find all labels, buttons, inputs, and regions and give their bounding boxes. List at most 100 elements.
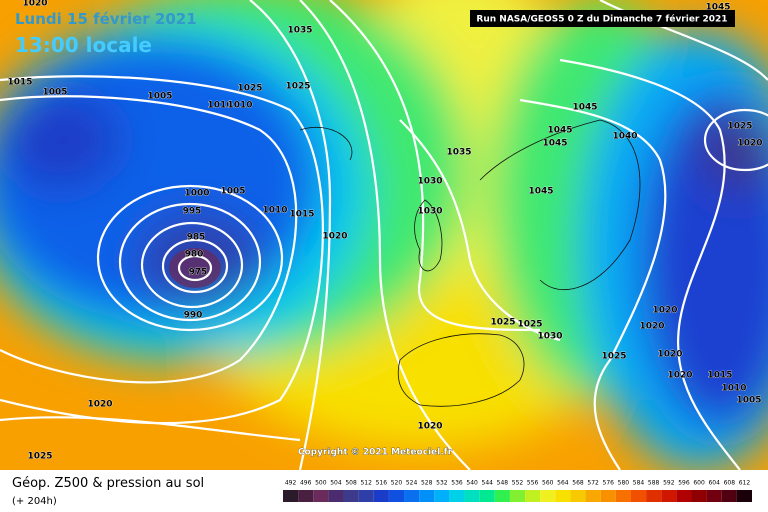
legend-swatch xyxy=(464,490,480,502)
legend-swatch xyxy=(736,490,752,502)
isobar-label: 1045 xyxy=(542,139,567,149)
legend-swatch xyxy=(525,490,541,502)
legend-swatch xyxy=(343,490,359,502)
legend-swatch xyxy=(449,490,465,502)
legend-swatch xyxy=(373,490,389,502)
isobar-label: 995 xyxy=(183,207,202,217)
legend-label: 496 xyxy=(300,480,312,487)
isobar-label: 1035 xyxy=(287,26,312,36)
legend-swatch xyxy=(706,490,722,502)
legend-swatch xyxy=(570,490,586,502)
isobar-label: 1015 xyxy=(707,371,732,381)
run-box xyxy=(470,10,735,27)
isobar-label: 1000 xyxy=(184,189,209,199)
legend-label: 552 xyxy=(512,480,524,487)
forecast-time: 13:00 locale xyxy=(15,33,152,57)
isobar-label: 1025 xyxy=(601,352,626,362)
legend-swatch xyxy=(585,490,601,502)
legend-swatch xyxy=(494,490,510,502)
legend-swatch xyxy=(313,490,329,502)
isobar-label: 1020 xyxy=(737,139,762,149)
copyright: Copyright © 2021 Meteociel.fr xyxy=(298,448,453,458)
legend-label: 508 xyxy=(345,480,357,487)
isobars xyxy=(0,0,768,470)
legend-label: 604 xyxy=(708,480,720,487)
isobar-label: 1020 xyxy=(652,306,677,316)
legend-label: 580 xyxy=(618,480,630,487)
run-info: Run NASA/GEOS5 0 Z du Dimanche 7 février… xyxy=(476,14,727,25)
legend-label: 564 xyxy=(557,480,569,487)
legend-swatch xyxy=(419,490,435,502)
legend-label: 596 xyxy=(678,480,690,487)
isobar-label: 1025 xyxy=(517,320,542,330)
isobar-label: 1040 xyxy=(612,132,637,142)
legend-label: 512 xyxy=(360,480,372,487)
isobar-label: 975 xyxy=(189,268,208,278)
legend-label: 584 xyxy=(633,480,645,487)
isobar-label: 1025 xyxy=(727,122,752,132)
forecast-date: Lundi 15 février 2021 xyxy=(15,10,197,28)
legend-label: 536 xyxy=(451,480,463,487)
legend-swatch xyxy=(721,490,737,502)
legend-label: 556 xyxy=(527,480,539,487)
isobar-label: 1025 xyxy=(285,82,310,92)
isobar-label: 980 xyxy=(185,250,204,260)
legend-swatch xyxy=(404,490,420,502)
isobar-label: 985 xyxy=(187,233,206,243)
legend-swatch xyxy=(328,490,344,502)
isobar-label: 1025 xyxy=(237,84,262,94)
isobar-label: 1025 xyxy=(490,318,515,328)
isobar-label: 1020 xyxy=(639,322,664,332)
legend-label: 532 xyxy=(436,480,448,487)
legend-swatch xyxy=(298,490,314,502)
isobar-label: 1030 xyxy=(417,177,442,187)
legend-label: 576 xyxy=(603,480,615,487)
isobar-label: 1020 xyxy=(87,400,112,410)
legend-label: 568 xyxy=(572,480,584,487)
legend-swatch xyxy=(479,490,495,502)
isobar-label: 1010 xyxy=(227,101,252,111)
legend-label: 524 xyxy=(406,480,418,487)
isobar-label: 1020 xyxy=(657,350,682,360)
legend-label: 560 xyxy=(542,480,554,487)
legend-swatch xyxy=(691,490,707,502)
color-legend: 492 496 500 504 508 512 516 520 524 528 532 536 540 5… xyxy=(283,480,752,502)
legend-swatch xyxy=(646,490,662,502)
isobar-label: 1010 xyxy=(207,101,232,111)
legend-label: 528 xyxy=(421,480,433,487)
isobar-label: 1045 xyxy=(705,3,730,13)
isobar-label: 1005 xyxy=(147,92,172,102)
legend-swatch xyxy=(509,490,526,502)
isobar-label: 1005 xyxy=(42,88,67,98)
isobar-label: 1035 xyxy=(446,148,471,158)
legend-label: 572 xyxy=(587,480,599,487)
isobar-label: 1045 xyxy=(547,126,572,136)
legend-label: 612 xyxy=(739,480,751,487)
legend-label: 504 xyxy=(330,480,342,487)
isobar-label: 1045 xyxy=(528,187,553,197)
isobar-label: 1020 xyxy=(22,0,47,9)
footer-title: Géop. Z500 & pression au sol xyxy=(12,476,204,491)
legend-label: 588 xyxy=(648,480,660,487)
isobar-label: 1015 xyxy=(289,210,314,220)
legend-label: 520 xyxy=(391,480,403,487)
legend-label: 540 xyxy=(466,480,478,487)
isobar-label: 1030 xyxy=(417,207,442,217)
isobar-label: 1020 xyxy=(417,422,442,432)
coastlines xyxy=(299,119,641,407)
isobar-label: 1010 xyxy=(262,206,287,216)
legend-swatch xyxy=(540,490,556,502)
legend-swatch xyxy=(661,490,677,502)
legend-swatch xyxy=(388,490,405,502)
legend-swatch xyxy=(555,490,571,502)
isobar-label: 1020 xyxy=(322,232,347,242)
legend-label: 592 xyxy=(663,480,675,487)
legend-label: 500 xyxy=(315,480,327,487)
legend-label: 492 xyxy=(285,480,297,487)
legend-swatch xyxy=(615,490,631,502)
isobar-label: 1025 xyxy=(27,452,52,462)
footer-subtitle: (+ 204h) xyxy=(12,496,57,507)
isobar-label: 1005 xyxy=(220,187,245,197)
